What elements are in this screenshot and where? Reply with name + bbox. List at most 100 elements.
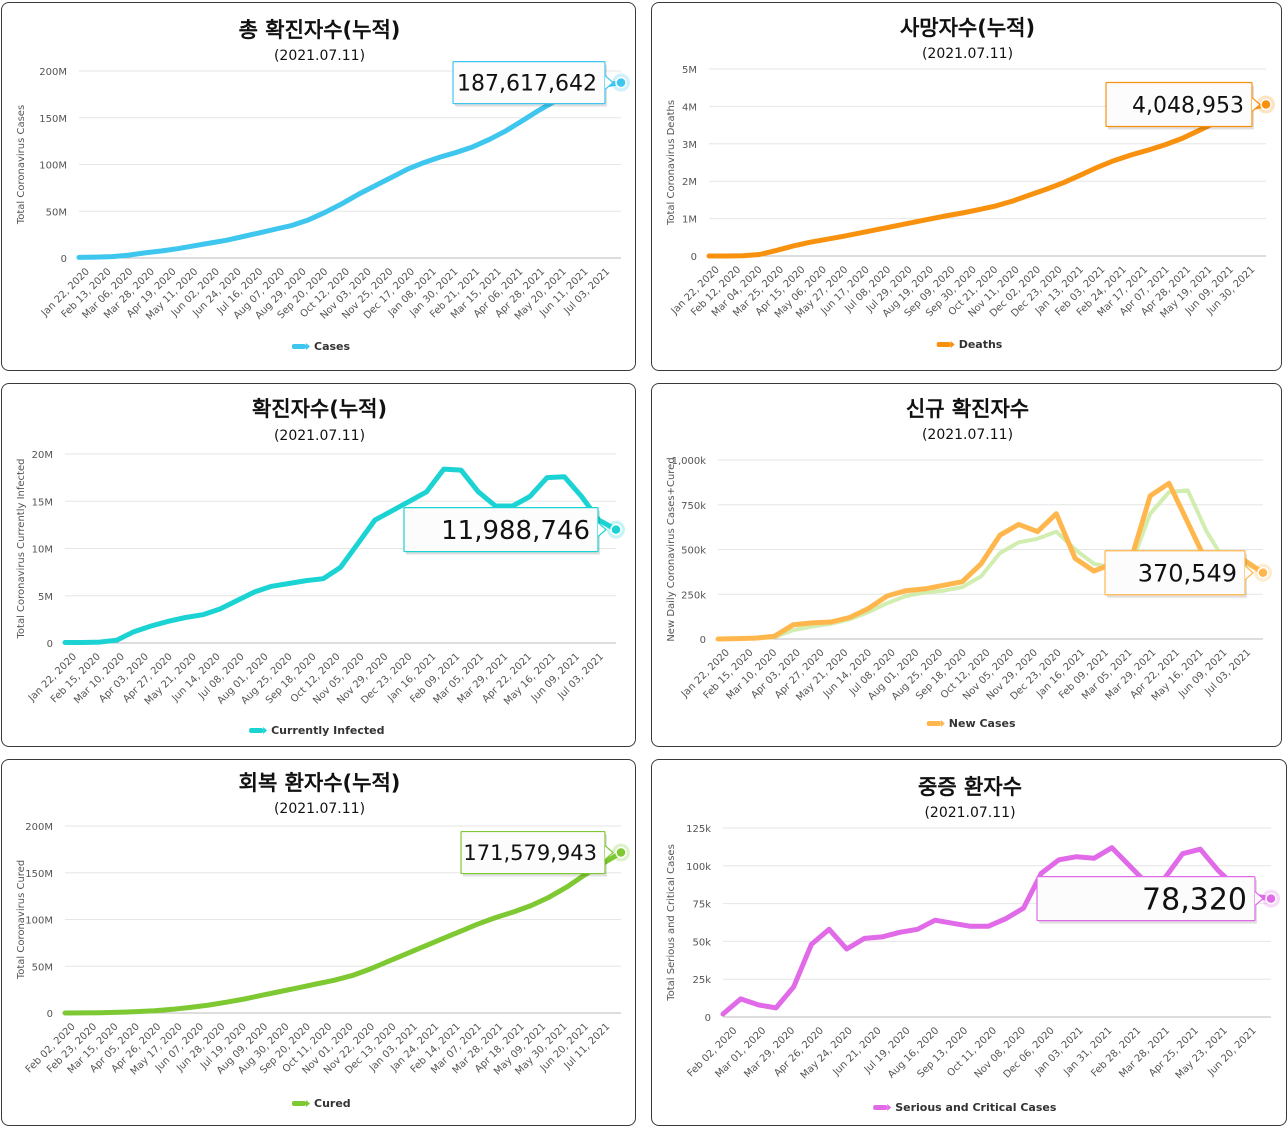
legend-swatch [926, 721, 941, 726]
legend-swatch-tip [306, 1100, 310, 1107]
tooltip-value: 370,549 [1138, 559, 1237, 587]
x-tick-label: May 23, 2021 [1174, 1025, 1230, 1081]
y-tick-label: 20M [32, 450, 53, 461]
y-tick-label: 5M [682, 65, 697, 76]
y-tick-label: 100M [39, 161, 67, 172]
chart-svg-deaths: 사망자수(누적) (2021.07.11) 0 1M 2M 3M 4M 5M Total Cor… [666, 16, 1275, 351]
tooltip-value: 78,320 [1142, 882, 1247, 917]
y-tick-label: 10M [32, 545, 53, 556]
x-tick-label: May 24, 2020 [799, 1025, 855, 1081]
x-tick-label: Mar 29, 2020 [742, 1025, 797, 1080]
y-tick-label: 0 [691, 252, 697, 263]
y-tick-label: 50M [32, 962, 53, 973]
chart-title: 중증 환자수 [918, 775, 1022, 799]
chart-panel-currently-infected: 확진자수(누적) (2021.07.11) 0 5M 10M 15M 20M Total Co… [1, 383, 636, 747]
chart-title: 사망자수(누적) [900, 16, 1035, 40]
legend-swatch [873, 1105, 888, 1110]
x-tick-label: Aug 16, 2020 [886, 1025, 941, 1080]
endpoint-marker [1260, 98, 1272, 111]
value-tooltip: 171,579,943 [460, 830, 614, 877]
y-tick-label: 0 [705, 1013, 711, 1024]
series-line [715, 480, 1266, 642]
x-tick-label: Mar 01, 2020 [714, 1025, 769, 1080]
series-line [76, 80, 624, 260]
chart-subtitle: (2021.07.11) [274, 801, 365, 817]
endpoint-marker [615, 76, 627, 89]
chart-subtitle: (2021.07.11) [274, 428, 365, 444]
y-tick-label: 2M [682, 177, 697, 188]
y-tick-label: 50M [46, 207, 67, 218]
legend-label: New Cases [949, 717, 1016, 730]
endpoint-marker [1257, 567, 1269, 579]
value-tooltip: 370,549 [1104, 550, 1254, 598]
y-axis-label: Total Serious and Critical Cases [666, 844, 677, 1002]
chart-title: 확진자수(누적) [252, 397, 387, 421]
legend: Cured [292, 1097, 351, 1110]
legend: Deaths [936, 338, 1003, 351]
chart-subtitle: (2021.07.11) [922, 46, 1013, 62]
legend-swatch-tip [950, 341, 955, 348]
y-tick-label: 0 [47, 639, 53, 650]
tooltip-value: 171,579,943 [463, 841, 597, 865]
y-tick-label: 4M [682, 102, 697, 113]
tooltip-pointer [1251, 97, 1261, 112]
tooltip-value: 187,617,642 [457, 72, 597, 97]
legend-label: Cured [314, 1097, 351, 1110]
legend-swatch-tip [306, 343, 310, 350]
tooltip-pointer [604, 845, 614, 861]
y-tick-label: 3M [682, 140, 697, 151]
chart-title: 회복 환자수(누적) [239, 771, 401, 795]
x-tick-label: Mar 28, 2021 [1117, 1025, 1172, 1080]
y-tick-label: 150M [25, 869, 53, 880]
tooltip-pointer [1254, 891, 1264, 907]
legend-swatch-tip [887, 1104, 892, 1111]
tooltip-pointer [604, 75, 614, 91]
value-tooltip: 78,320 [1036, 876, 1264, 924]
y-tick-label: 1,000k [672, 456, 707, 467]
chart-subtitle: (2021.07.11) [924, 805, 1015, 821]
x-tick-label: Dec 06, 2020 [1002, 1025, 1057, 1080]
y-tick-label: 500k [681, 546, 706, 557]
value-tooltip: 11,988,746 [403, 506, 607, 555]
y-tick-label: 100M [25, 916, 53, 927]
chart-panel-deaths: 사망자수(누적) (2021.07.11) 0 1M 2M 3M 4M 5M Total Cor… [651, 2, 1282, 371]
chart-svg-total-cases: 총 확진자수(누적) (2021.07.11) 0 50M 100M 150M 200M To… [16, 18, 630, 353]
chart-title: 신규 확진자수 [906, 397, 1029, 421]
y-axis-label: Total Coronavirus Deaths [666, 100, 677, 226]
y-tick-label: 75k [692, 900, 711, 911]
value-tooltip: 187,617,642 [452, 60, 614, 107]
endpoint-marker [1265, 892, 1277, 905]
chart-svg-cured: 회복 환자수(누적) (2021.07.11) 0 50M 100M 150M 200M To… [16, 771, 630, 1110]
legend: Cases [292, 340, 351, 353]
legend-label: Currently Infected [271, 724, 384, 737]
chart-title: 총 확진자수(누적) [239, 18, 401, 42]
tooltip-pointer [597, 522, 607, 538]
y-tick-label: 5M [38, 592, 53, 603]
y-axis-label: New Daily Coronavirus Cases+Cured [666, 457, 677, 641]
tooltip-value: 11,988,746 [441, 516, 590, 546]
legend-label: Serious and Critical Cases [895, 1101, 1057, 1114]
value-tooltip: 4,048,953 [1105, 81, 1261, 130]
tooltip-value: 4,048,953 [1132, 93, 1244, 118]
legend-swatch [936, 342, 951, 347]
chart-subtitle: (2021.07.11) [922, 427, 1013, 443]
y-axis-label: Total Coronavirus Currently Infected [16, 459, 27, 640]
y-tick-label: 50k [692, 937, 711, 948]
y-axis-label: Total Coronavirus Cured [16, 860, 27, 980]
y-tick-label: 0 [700, 635, 706, 646]
y-axis-label: Total Coronavirus Cases [16, 105, 27, 225]
legend-swatch [249, 728, 264, 733]
legend: Currently Infected [249, 724, 384, 737]
legend-swatch-tip [263, 727, 268, 734]
series-line [62, 466, 619, 645]
y-tick-label: 15M [32, 497, 53, 508]
y-tick-label: 200M [39, 67, 67, 78]
legend-label: Cases [314, 340, 351, 353]
y-tick-label: 150M [39, 114, 67, 125]
series-line [720, 845, 1274, 1017]
chart-panel-total-cases: 총 확진자수(누적) (2021.07.11) 0 50M 100M 150M 200M To… [1, 2, 636, 371]
y-tick-label: 100k [686, 862, 711, 873]
y-tick-label: 200M [25, 822, 53, 833]
endpoint-marker [615, 846, 627, 859]
x-tick-label: Feb 02, 2020 [686, 1025, 740, 1079]
